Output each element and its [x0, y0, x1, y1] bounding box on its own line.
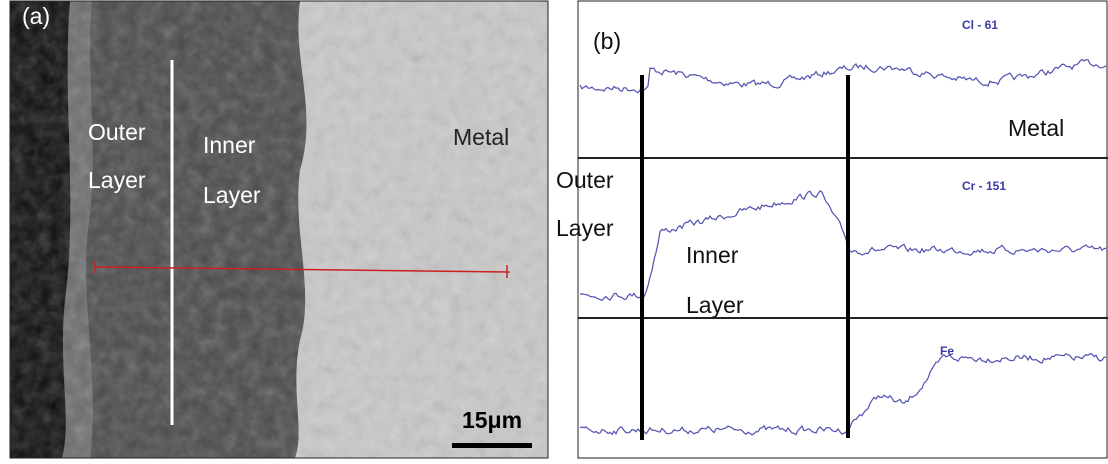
element-label: Cr - 151: [962, 179, 1006, 193]
figure: (a) Outer Layer Inner Layer Metal 15μm (…: [0, 0, 1108, 459]
sem-image: [10, 1, 548, 458]
region-label: Inner: [203, 132, 256, 158]
scale-label: 15μm: [462, 407, 522, 433]
element-label: Fe: [940, 344, 954, 358]
region-label: Layer: [556, 215, 614, 241]
scale-bar: [452, 443, 532, 448]
region-label: Layer: [203, 182, 261, 208]
region-label: Metal: [1008, 115, 1064, 141]
region-label: Layer: [686, 292, 744, 318]
region-label: Metal: [453, 124, 509, 150]
panel-label: (b): [593, 28, 621, 54]
region-label: Layer: [88, 167, 146, 193]
element-label: Cl - 61: [962, 18, 998, 32]
panel-label: (a): [22, 3, 50, 29]
texture: [10, 1, 548, 458]
region-label: Outer: [556, 167, 614, 193]
region-label: Outer: [88, 119, 146, 145]
page: {"panel_a": {"label": "(a)", "outer": ["…: [0, 0, 1108, 459]
region-label: Inner: [686, 242, 739, 268]
